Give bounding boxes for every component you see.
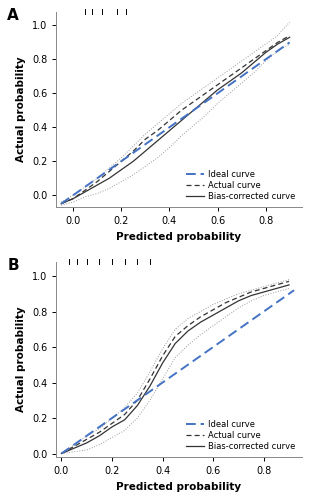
Text: B: B: [7, 258, 19, 273]
X-axis label: Predicted probability: Predicted probability: [117, 482, 241, 492]
X-axis label: Predicted probability: Predicted probability: [117, 232, 241, 241]
Legend: Ideal curve, Actual curve, Bias-corrected curve: Ideal curve, Actual curve, Bias-correcte…: [184, 418, 298, 453]
Legend: Ideal curve, Actual curve, Bias-corrected curve: Ideal curve, Actual curve, Bias-correcte…: [184, 168, 298, 203]
Y-axis label: Actual probability: Actual probability: [16, 306, 26, 412]
Y-axis label: Actual probability: Actual probability: [16, 56, 26, 162]
Text: A: A: [7, 8, 19, 23]
